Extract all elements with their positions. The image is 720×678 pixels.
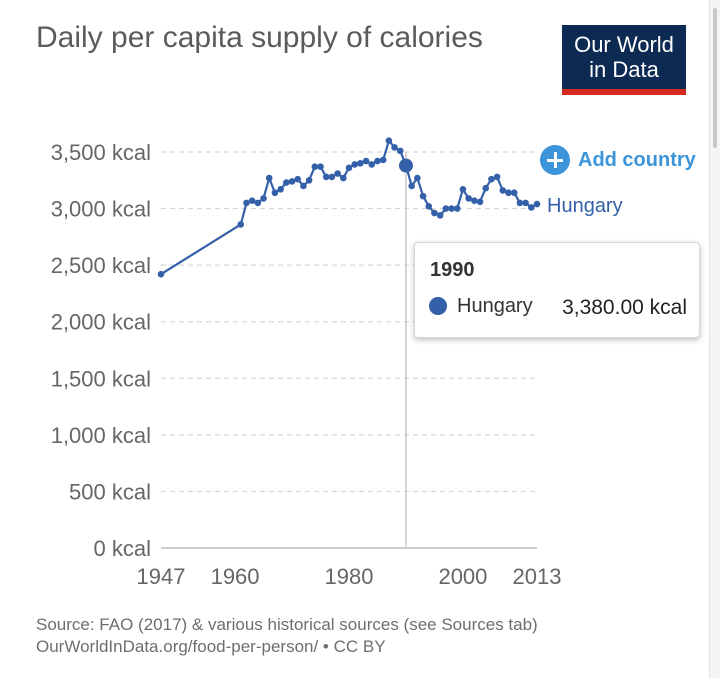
y-tick-label: 1,000 kcal [51,423,151,448]
data-point [328,173,336,181]
data-point [510,189,518,197]
data-point [294,175,302,183]
data-point [448,205,455,212]
data-point [340,174,347,182]
data-point [277,186,284,193]
data-point [305,176,313,184]
data-point [419,192,427,200]
highlighted-point [398,158,413,173]
y-tick-label: 3,000 kcal [51,197,151,222]
data-point [431,209,438,217]
x-tick-label: 1947 [137,564,186,589]
data-point [471,197,478,204]
scrollbar[interactable] [709,0,720,678]
scrollbar-thumb[interactable] [713,8,717,148]
data-point [157,270,165,278]
data-point [260,195,267,202]
y-tick-label: 0 kcal [94,536,151,561]
data-point [265,174,273,182]
line-chart: 0 kcal 500 kcal 1,000 kcal 1,500 kcal 2,000 … [51,137,623,589]
logo-line-2: in Data [589,57,659,82]
data-point [488,175,495,183]
y-tick-label: 2,000 kcal [51,310,151,335]
data-point [499,187,507,194]
data-point [459,186,467,193]
tooltip-series-dot [429,297,447,315]
data-point [414,174,421,182]
data-point [300,182,307,190]
data-point [345,164,353,172]
source-line-1: Source: FAO (2017) & various historical … [36,615,538,634]
x-tick-label: 1980 [325,564,374,589]
data-point [368,161,376,168]
data-point [379,156,387,164]
chart-title: Daily per capita supply of calories [36,21,483,54]
data-point [248,197,256,204]
data-point [357,160,364,167]
plus-circle-icon [540,145,570,175]
data-point [396,147,404,155]
source-note: Source: FAO (2017) & various historical … [36,614,538,658]
series-label-hungary: Hungary [547,195,623,217]
data-point [442,205,450,212]
x-tick-label: 1960 [211,564,260,589]
tooltip: 1990 Hungary 3,380.00 kcal [414,242,700,338]
data-point [374,157,381,165]
data-point [522,199,529,207]
y-tick-label: 2,500 kcal [51,253,151,278]
data-point [505,189,512,197]
data-point [391,144,398,151]
x-tick-label: 2013 [513,564,562,589]
tooltip-year: 1990 [430,259,475,281]
source-line-2[interactable]: OurWorldInData.org/food-per-person/ • CC… [36,637,386,656]
y-tick-label: 3,500 kcal [51,140,151,165]
data-point [317,163,324,171]
data-point [493,173,501,181]
data-point [465,195,472,202]
y-tick-label: 500 kcal [69,479,151,504]
logo-line-1: Our World [574,32,674,57]
x-tick-label: 2000 [438,564,487,589]
data-point [482,184,490,192]
data-point [453,205,461,212]
data-point [254,199,262,207]
data-point [408,182,415,190]
data-point [528,204,535,211]
data-point [283,179,290,186]
data-point [425,203,433,210]
data-point [288,178,296,185]
data-point [311,163,319,171]
data-point [351,161,358,168]
data-point [237,221,245,228]
logo-accent-bar [562,89,686,95]
data-point [533,200,541,208]
data-point [362,157,370,165]
data-point [385,137,393,144]
data-point [516,199,524,207]
tooltip-value: 3,380.00 kcal [562,296,687,319]
y-tick-label: 1,500 kcal [51,366,151,391]
add-country-label: Add country [578,148,696,171]
data-point [271,189,279,197]
owid-logo[interactable]: Our World in Data [562,25,686,95]
tooltip-country: Hungary [457,295,533,317]
data-point [243,199,250,207]
data-point [436,212,444,219]
data-point [322,173,330,181]
data-point [476,198,484,206]
data-point [334,170,341,177]
add-country-button[interactable]: Add country [540,143,696,177]
